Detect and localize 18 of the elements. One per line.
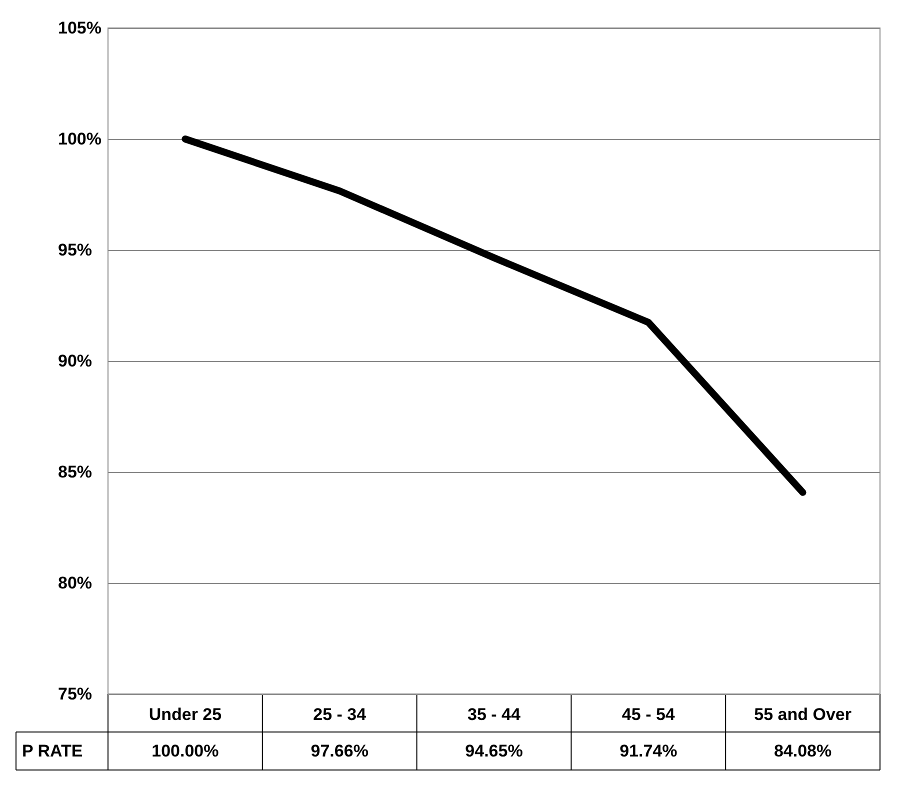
data-label: 84.08% [774,742,832,760]
y-tick-label: 85% [58,462,92,482]
data-label: 91.74% [620,742,678,760]
x-tick-label: 55 and Over [754,705,852,724]
x-tick-label: Under 25 [148,705,222,724]
y-tick-label: 75% [58,684,92,704]
y-tick-label: 105% [58,18,102,38]
y-tick-label: 80% [58,574,92,592]
legend-label: P RATE [22,742,83,760]
data-label: 97.66% [310,742,368,760]
x-tick-label: 45 - 54 [622,705,676,724]
x-tick-label: 35 - 44 [468,705,521,724]
y-tick-label: 95% [58,240,92,260]
data-label: 94.65% [465,742,523,760]
data-label: 100.00% [152,742,219,760]
x-tick-label: 25 - 34 [313,705,367,724]
y-tick-label: 100% [58,130,102,148]
y-tick-label: 90% [58,352,92,370]
